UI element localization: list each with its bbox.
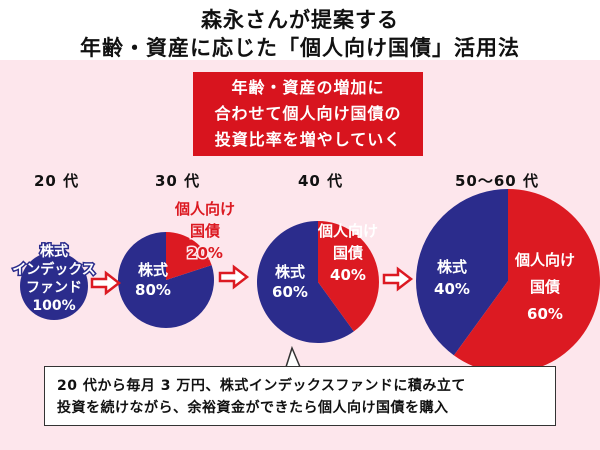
page-title: 森永さんが提案する bbox=[201, 8, 399, 32]
arrow-right-icon bbox=[382, 266, 414, 292]
page-subtitle: 年齢・資産に応じた「個人向け国債」活用法 bbox=[80, 36, 520, 60]
stock-label: 80% bbox=[135, 281, 171, 299]
pie-slice-stock bbox=[416, 189, 508, 356]
callout-box: 年齢・資産の増加に 合わせて個人向け国債の 投資比率を増やしていく bbox=[193, 72, 423, 156]
bond-label: 個人向け bbox=[317, 222, 378, 240]
bond-label: 国債 bbox=[530, 278, 560, 296]
age-label-20s: 20 代 bbox=[34, 172, 80, 190]
stock-label: 株式 bbox=[437, 258, 467, 276]
stock-label: 100% bbox=[32, 298, 75, 314]
callout-line-3: 投資比率を増やしていく bbox=[214, 130, 402, 149]
pie-slice-bond bbox=[318, 221, 379, 332]
arrow-right-icon bbox=[90, 270, 122, 296]
callout-line-2: 合わせて個人向け国債の bbox=[214, 104, 402, 123]
stock-label: 40% bbox=[434, 280, 470, 298]
stock-label: ファンド bbox=[26, 280, 82, 296]
callout-line-1: 年齢・資産の増加に bbox=[231, 78, 385, 97]
age-label-50s-60s: 50〜60 代 bbox=[455, 172, 539, 190]
bond-label: 個人向け bbox=[514, 251, 575, 269]
pie-slice-stock bbox=[256, 220, 354, 343]
bond-label: 国債 bbox=[190, 222, 220, 240]
bond-label: 国債 bbox=[333, 244, 363, 262]
bond-label: 20% bbox=[187, 244, 223, 262]
callout-pointer bbox=[284, 345, 302, 368]
bond-label: 40% bbox=[330, 266, 366, 284]
age-label-30s: 30 代 bbox=[155, 172, 201, 190]
arrow-right-icon bbox=[218, 264, 250, 290]
age-label-40s: 40 代 bbox=[298, 172, 344, 190]
footer-line-1: 20 代から毎月 3 万円、株式インデックスファンドに積み立て bbox=[57, 378, 466, 394]
bond-label: 個人向け bbox=[174, 200, 235, 218]
stock-label: 株式 bbox=[138, 261, 168, 279]
bond-label: 60% bbox=[527, 305, 563, 323]
stock-label: 60% bbox=[272, 283, 308, 301]
pie-slice-stock bbox=[20, 252, 88, 320]
pie-slice-bond bbox=[453, 189, 600, 373]
pie-slice-bond bbox=[166, 232, 212, 280]
stock-label: インデックス bbox=[12, 261, 96, 278]
footer-note: 20 代から毎月 3 万円、株式インデックスファンドに積み立て 投資を続けながら… bbox=[44, 366, 556, 426]
footer-line-2: 投資を続けながら、余裕資金ができたら個人向け国債を購入 bbox=[57, 400, 449, 416]
header: 森永さんが提案する 年齢・資産に応じた「個人向け国債」活用法 bbox=[0, 0, 600, 60]
stock-label: 株式 bbox=[275, 263, 305, 281]
stock-label: 株式 bbox=[40, 243, 68, 260]
